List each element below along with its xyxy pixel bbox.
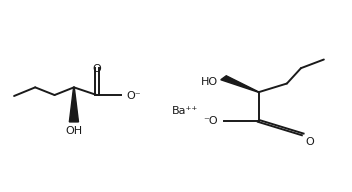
Text: Ba⁺⁺: Ba⁺⁺ <box>172 106 198 116</box>
Polygon shape <box>69 87 78 122</box>
Text: O⁻: O⁻ <box>126 91 141 101</box>
Text: OH: OH <box>65 126 82 136</box>
Text: O: O <box>306 137 314 147</box>
Text: HO: HO <box>200 77 218 87</box>
Text: O: O <box>93 64 101 74</box>
Polygon shape <box>221 76 259 92</box>
Text: ⁻O: ⁻O <box>203 116 218 126</box>
